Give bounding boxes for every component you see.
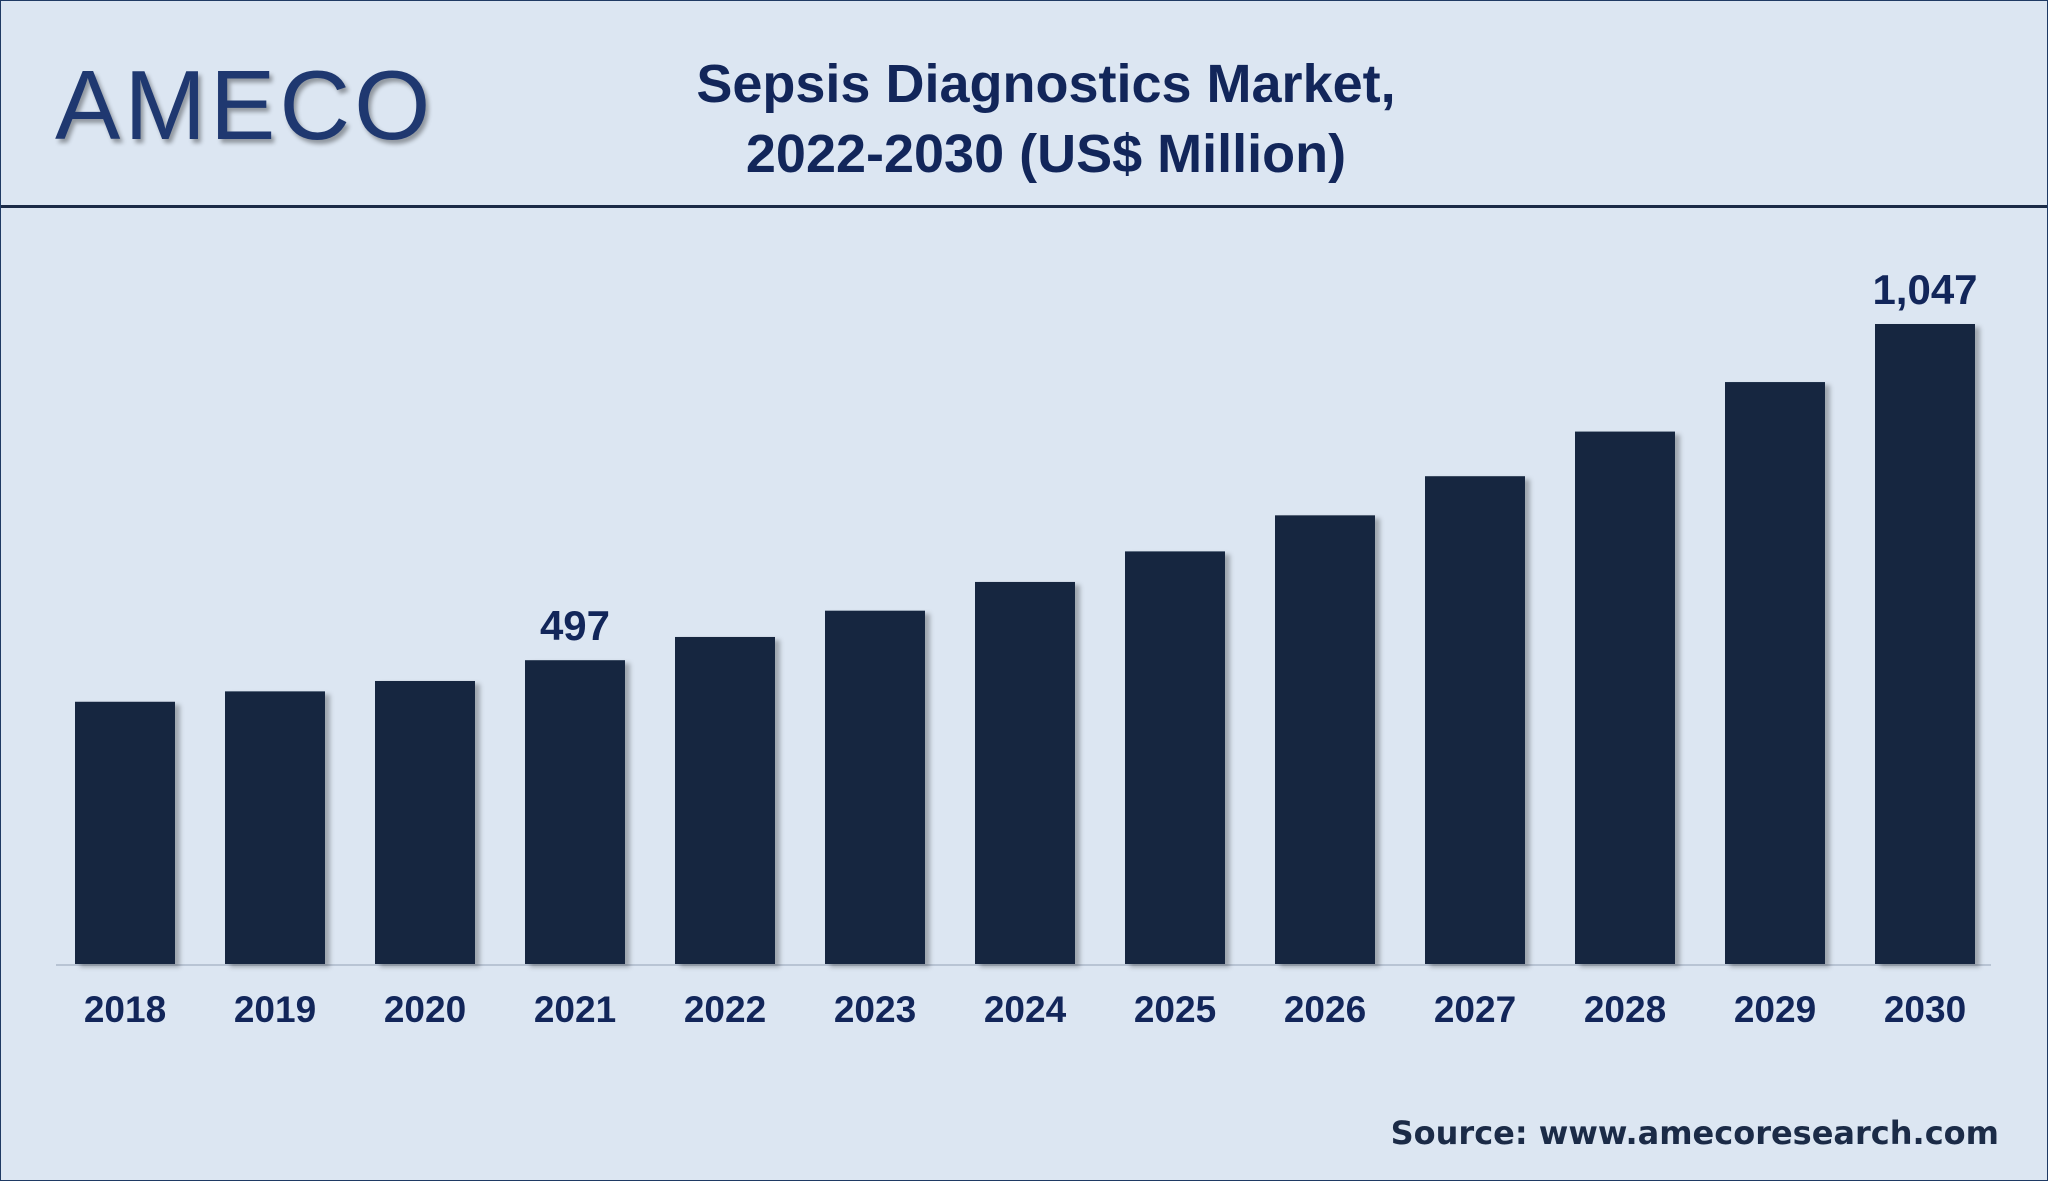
bar-2023 (825, 610, 925, 964)
x-tick-label-2025: 2025 (1134, 989, 1216, 1030)
bar-series: 2018 2019 2020 2021 497 2022 2023 2024 2025 2026 2… (75, 266, 1978, 1030)
bar-2029 (1725, 382, 1825, 964)
x-tick-label-2027: 2027 (1434, 989, 1516, 1030)
bar-2018 (75, 701, 175, 964)
x-tick-label-2020: 2020 (384, 989, 466, 1030)
ameco-logo: AMECO (55, 50, 435, 160)
chart-title-line-2: 2022-2030 (US$ Million) (745, 124, 1347, 184)
bar-2020 (375, 680, 475, 964)
data-label-2030: 1,047 (1872, 266, 1977, 313)
x-tick-label-2019: 2019 (234, 989, 316, 1030)
x-tick-label-2021: 2021 (534, 989, 616, 1030)
bar-2019 (225, 691, 325, 964)
chart-title: Sepsis Diagnostics Market, 2022-2030 (US… (561, 49, 1531, 189)
bar-2025 (1125, 551, 1225, 964)
bar-2030 (1875, 324, 1975, 964)
chart-title-line-1: Sepsis Diagnostics Market, (696, 54, 1396, 114)
x-tick-label-2018: 2018 (84, 989, 166, 1030)
x-tick-label-2030: 2030 (1884, 989, 1966, 1030)
x-tick-label-2022: 2022 (684, 989, 766, 1030)
bar-2021 (525, 660, 625, 964)
bar-2026 (1275, 515, 1375, 964)
bar-2027 (1425, 476, 1525, 964)
x-tick-label-2024: 2024 (984, 989, 1067, 1030)
chart-header: AMECO Sepsis Diagnostics Market, 2022-20… (1, 1, 2047, 208)
x-tick-label-2023: 2023 (834, 989, 916, 1030)
bar-2024 (975, 581, 1075, 964)
source-credit: Source: www.amecoresearch.com (1390, 1114, 1999, 1152)
bar-2028 (1575, 431, 1675, 964)
x-tick-label-2026: 2026 (1284, 989, 1366, 1030)
data-label-2021: 497 (540, 602, 610, 649)
x-tick-label-2029: 2029 (1734, 989, 1816, 1030)
x-tick-label-2028: 2028 (1584, 989, 1666, 1030)
bar-2022 (675, 636, 775, 964)
